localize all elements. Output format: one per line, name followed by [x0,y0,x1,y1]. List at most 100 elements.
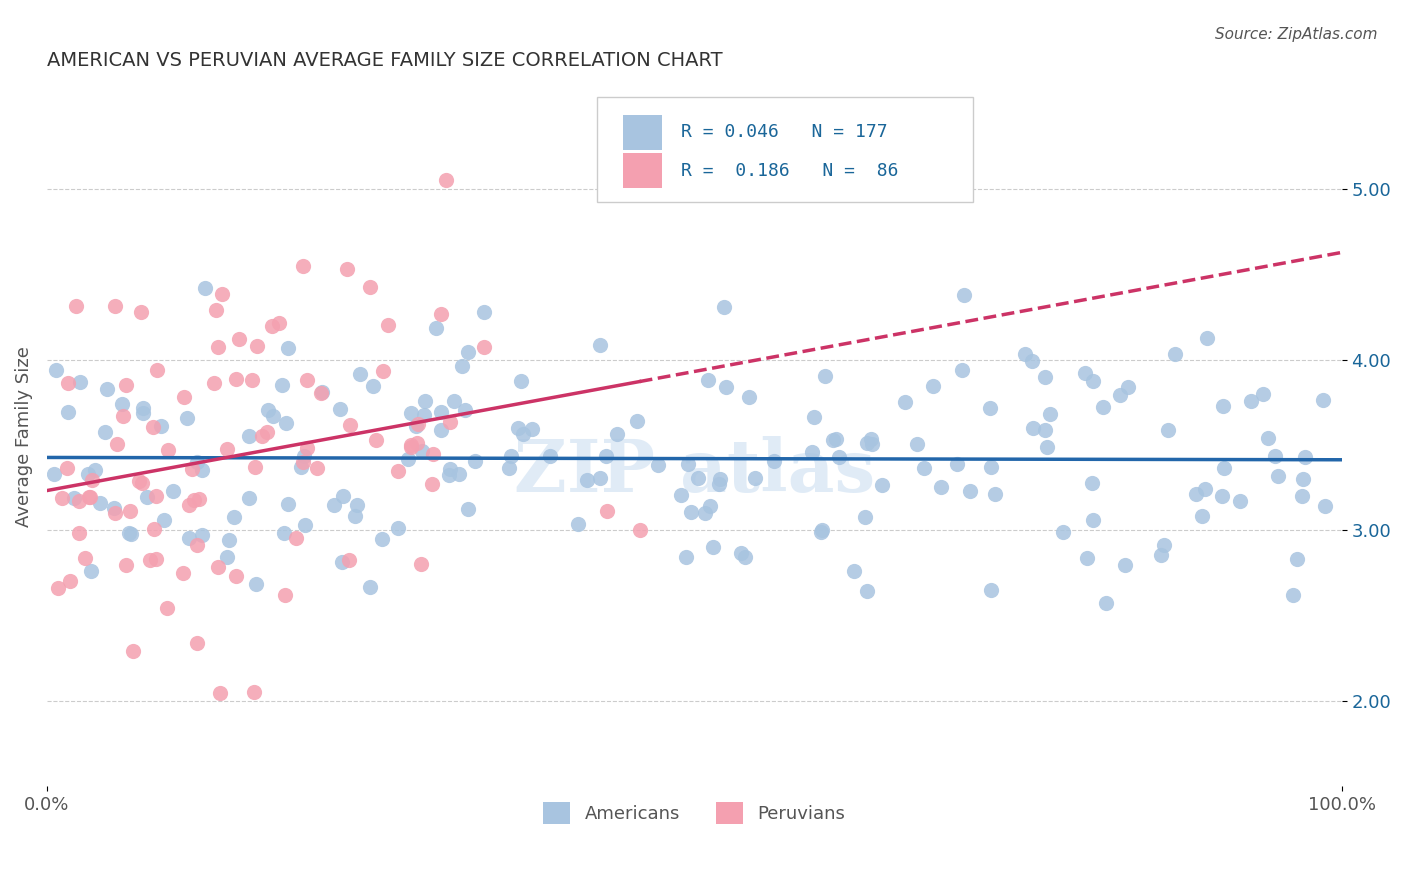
Point [702,541,724,555]
Point [294,517,316,532]
Point [411,558,433,572]
Point [330,555,353,569]
Point [1264,449,1286,463]
Point [626,414,648,428]
Point [472,305,495,319]
Point [1267,469,1289,483]
Point [589,471,612,485]
Point [256,425,278,439]
Point [346,498,368,512]
Point [67,526,90,541]
Point [132,401,155,415]
Point [83,463,105,477]
Point [211,286,233,301]
Point [218,533,240,547]
Point [401,440,423,454]
Point [339,417,361,432]
Point [856,583,879,598]
Point [1108,387,1130,401]
Point [1291,472,1313,486]
Point [1074,366,1097,380]
Point [332,489,354,503]
Point [186,455,208,469]
Point [762,454,785,468]
Point [870,478,893,492]
Point [118,526,141,541]
Point [1184,487,1206,501]
Point [595,449,617,463]
Point [139,552,162,566]
Point [803,409,825,424]
Point [512,427,534,442]
Point [699,499,721,513]
Point [80,564,103,578]
Point [1095,596,1118,610]
Point [69,376,91,390]
Point [538,449,561,463]
Point [893,395,915,409]
Point [156,601,179,615]
Text: R =  0.186   N =  86: R = 0.186 N = 86 [682,161,898,179]
Point [205,302,228,317]
Point [277,341,299,355]
Point [104,506,127,520]
Point [1313,500,1336,514]
Point [447,467,470,481]
Point [1194,483,1216,497]
Point [228,332,250,346]
Point [952,288,974,302]
Point [337,553,360,567]
Point [104,299,127,313]
Point [1191,508,1213,523]
Point [131,475,153,490]
Point [183,493,205,508]
Point [800,444,823,458]
Point [224,509,246,524]
Point [152,513,174,527]
Point [217,550,239,565]
Point [62,491,84,505]
Point [115,377,138,392]
Point [472,339,495,353]
Point [676,457,699,471]
Point [842,565,865,579]
Point [451,359,474,374]
Point [128,475,150,489]
Point [675,550,697,565]
Point [399,406,422,420]
Point [209,685,232,699]
Point [336,262,359,277]
Point [855,510,877,524]
Point [176,411,198,425]
Point [111,397,134,411]
Point [825,432,848,446]
Point [146,363,169,377]
Point [240,373,263,387]
Point [156,443,179,458]
Point [1083,513,1105,527]
Point [905,437,928,451]
Point [695,506,717,520]
Point [56,460,79,475]
Point [1229,493,1251,508]
Point [187,492,209,507]
Point [406,435,429,450]
Point [454,403,477,417]
Point [1239,394,1261,409]
Point [1039,408,1062,422]
Point [1257,431,1279,445]
Point [290,460,312,475]
Point [713,300,735,314]
Point [1211,489,1233,503]
Point [51,491,73,505]
Point [145,552,167,566]
Point [628,523,651,537]
Point [823,434,845,448]
Point [589,338,612,352]
Point [430,405,453,419]
Point [177,498,200,512]
Point [1157,424,1180,438]
Point [225,372,247,386]
Point [377,318,399,332]
Point [860,437,883,451]
